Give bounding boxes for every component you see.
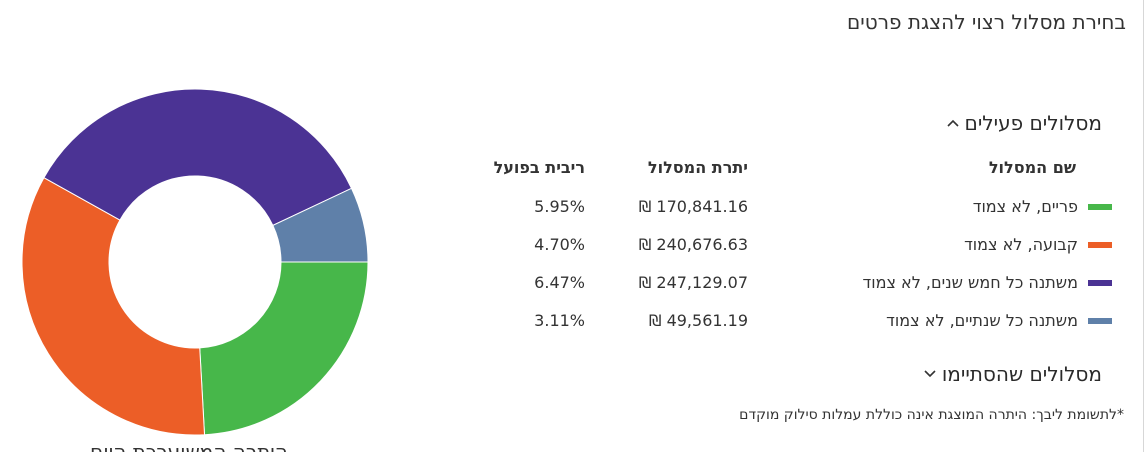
table-row[interactable]: פריים, לא צמוד 170,841.16 ₪ 5.95%	[0, 193, 1144, 223]
track-balance: 247,129.07 ₪	[638, 273, 748, 292]
track-name: פריים, לא צמוד	[972, 197, 1078, 216]
donut-slice[interactable]	[199, 261, 369, 436]
chevron-up-icon	[946, 116, 959, 131]
legend-swatch	[1088, 280, 1112, 286]
table-row[interactable]: משתנה כל חמש שנים, לא צמוד 247,129.07 ₪ …	[0, 269, 1144, 299]
table-row[interactable]: משתנה כל שנתיים, לא צמוד 49,561.19 ₪ 3.1…	[0, 307, 1144, 337]
table-row[interactable]: קבועה, לא צמוד 240,676.63 ₪ 4.70%	[0, 231, 1144, 261]
track-yield: 4.70%	[534, 235, 585, 254]
track-balance: 49,561.19 ₪	[648, 311, 748, 330]
track-yield: 6.47%	[534, 273, 585, 292]
column-header-yield: ריבית בפועל	[493, 158, 585, 177]
track-yield: 5.95%	[534, 197, 585, 216]
track-yield: 3.11%	[534, 311, 585, 330]
footnote: *לתשומת ליבך: היתרה המוצגת אינה כוללת עמ…	[739, 407, 1124, 423]
column-header-name: שם המסלול	[988, 158, 1076, 177]
active-tracks-label: מסלולים פעילים	[964, 111, 1102, 135]
page-title: בחירת מסלול רצוי להצגת פרטים	[847, 10, 1126, 34]
donut-slice[interactable]	[21, 176, 206, 436]
column-header-balance: יתרת המסלול	[647, 158, 748, 177]
track-name: משתנה כל חמש שנים, לא צמוד	[862, 273, 1078, 292]
donut-slice[interactable]	[272, 187, 369, 263]
legend-swatch	[1088, 204, 1112, 210]
legend-swatch	[1088, 318, 1112, 324]
donut-chart	[21, 88, 369, 436]
chart-caption: היתרה המשוערכת היום	[90, 440, 288, 452]
legend-swatch	[1088, 242, 1112, 248]
track-balance: 240,676.63 ₪	[638, 235, 748, 254]
track-name: משתנה כל שנתיים, לא צמוד	[886, 311, 1078, 330]
ended-tracks-toggle[interactable]: מסלולים שהסתיימו	[924, 362, 1102, 386]
ended-tracks-label: מסלולים שהסתיימו	[941, 362, 1102, 386]
track-name: קבועה, לא צמוד	[964, 235, 1078, 254]
active-tracks-toggle[interactable]: מסלולים פעילים	[946, 111, 1102, 135]
chevron-down-icon	[924, 367, 936, 382]
donut-slice[interactable]	[43, 88, 353, 227]
track-balance: 170,841.16 ₪	[638, 197, 748, 216]
